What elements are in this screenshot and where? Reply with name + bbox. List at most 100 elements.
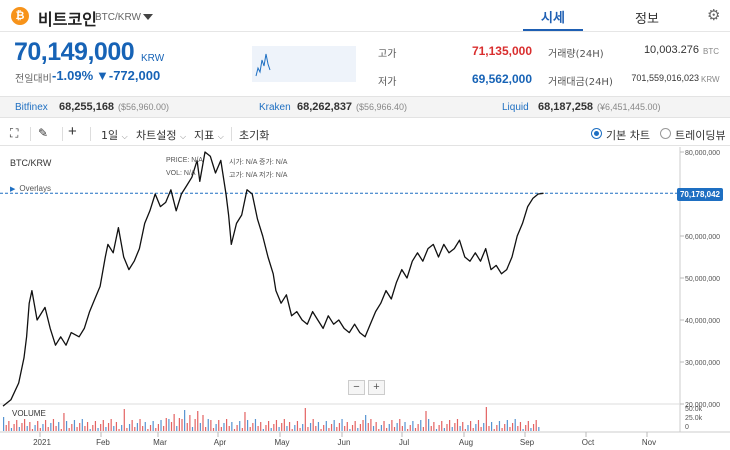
volume-bar bbox=[202, 415, 204, 431]
volume-bar bbox=[278, 427, 280, 431]
indicators-menu[interactable]: 지표 ⌵ bbox=[194, 127, 224, 143]
y-tick-label: 50,000,000 bbox=[685, 276, 720, 283]
exchange-name[interactable]: Kraken bbox=[259, 102, 291, 113]
basic-chart-radio[interactable] bbox=[591, 128, 602, 139]
volume-bar bbox=[378, 429, 380, 431]
volume-bar bbox=[304, 408, 306, 431]
volume-label: VOLUME bbox=[12, 409, 46, 418]
volume-bar bbox=[10, 428, 13, 431]
x-tick-label: May bbox=[274, 438, 289, 447]
period-select[interactable]: 1일 ⌵ bbox=[101, 127, 128, 143]
ohlc-low: 저가: N/A bbox=[259, 170, 287, 180]
coin-pair[interactable]: BTC/KRW bbox=[95, 12, 141, 23]
volume-bar bbox=[168, 419, 170, 431]
bitcoin-icon: ₿ bbox=[11, 7, 29, 25]
volume-bar bbox=[477, 420, 480, 431]
amount-label: 거래대금(24H) bbox=[548, 77, 613, 88]
volume-label: 거래량(24H) bbox=[548, 49, 604, 60]
pencil-icon[interactable]: ✎ bbox=[38, 126, 49, 140]
volume-bar bbox=[446, 424, 448, 431]
coin-name[interactable]: 비트코인 bbox=[38, 10, 97, 29]
volume-bar bbox=[302, 424, 304, 431]
tab-info[interactable]: 정보 bbox=[635, 12, 659, 27]
current-price: 70,149,000 bbox=[14, 38, 135, 66]
sparkline bbox=[255, 53, 271, 77]
volume-bar bbox=[430, 426, 432, 431]
volume-bar bbox=[388, 424, 390, 431]
trading-view-radio[interactable] bbox=[660, 128, 671, 139]
volume-bar bbox=[241, 428, 243, 431]
ohlc-label: PRICE: bbox=[166, 157, 190, 164]
volume-bar bbox=[273, 424, 275, 431]
change-rate: -1.09% bbox=[52, 68, 94, 83]
volume-bar bbox=[288, 422, 291, 431]
chart-settings-menu[interactable]: 차트설정 ⌵ bbox=[136, 127, 186, 143]
volume-bar bbox=[435, 429, 438, 431]
fullscreen-icon[interactable]: ⛶ bbox=[10, 126, 19, 140]
zoom-out-button[interactable]: − bbox=[348, 380, 365, 395]
zoom-in-button[interactable]: + bbox=[368, 380, 385, 395]
volume-bar bbox=[443, 428, 445, 431]
basic-chart-label[interactable]: 기본 차트 bbox=[606, 129, 650, 142]
volume-bar bbox=[254, 419, 257, 431]
volume-bar bbox=[52, 419, 55, 431]
volume-bar bbox=[197, 411, 199, 431]
volume-bar bbox=[71, 424, 73, 431]
volume-bar bbox=[149, 425, 152, 431]
volume-bar bbox=[26, 426, 28, 431]
volume-bar bbox=[218, 420, 220, 431]
volume-bar bbox=[21, 423, 23, 431]
trading-view-label[interactable]: 트레이딩뷰 bbox=[675, 129, 726, 142]
volume-bar bbox=[239, 421, 241, 431]
exchange-diff: (¥6,451,445.00) bbox=[597, 102, 661, 112]
ohlc-value: N/A bbox=[191, 157, 203, 164]
volume-bar bbox=[42, 424, 44, 431]
price-chart[interactable]: 80,000,00070,000,00060,000,00050,000,000… bbox=[0, 147, 730, 450]
volume-bar bbox=[472, 428, 474, 431]
crosshair-icon[interactable]: + bbox=[68, 123, 77, 140]
volume-bar bbox=[173, 414, 175, 431]
volume-bar bbox=[5, 425, 7, 431]
volume-bar bbox=[522, 429, 524, 431]
volume-bar bbox=[299, 428, 301, 431]
volume-bar bbox=[493, 429, 495, 431]
ohlc-price: PRICE: N/A bbox=[166, 157, 203, 164]
tab-quotes[interactable]: 시세 bbox=[523, 7, 583, 31]
volume-bar bbox=[490, 422, 493, 431]
change-amount: ▼-772,000 bbox=[96, 68, 161, 83]
volume-bar bbox=[530, 428, 532, 431]
volume-bar bbox=[131, 420, 133, 431]
chevron-down-icon[interactable] bbox=[143, 14, 153, 20]
reset-button[interactable]: 초기화 bbox=[239, 129, 270, 142]
volume-bar bbox=[451, 427, 453, 431]
volume-bar bbox=[97, 428, 99, 431]
exchange-name[interactable]: Liquid bbox=[502, 102, 529, 113]
volume-bar bbox=[128, 424, 131, 431]
volume-bar bbox=[215, 424, 217, 431]
divider bbox=[231, 127, 232, 141]
volume-bar bbox=[286, 426, 288, 431]
gear-icon[interactable]: ⚙ bbox=[707, 7, 721, 24]
volume-bar bbox=[244, 412, 246, 431]
volume-bar bbox=[367, 423, 369, 431]
volume-bar bbox=[186, 423, 188, 431]
volume-bar bbox=[246, 420, 249, 431]
volume-bar bbox=[29, 422, 31, 431]
volume-bar bbox=[199, 423, 201, 431]
volume-bar bbox=[333, 420, 335, 431]
exchange-name[interactable]: Bitfinex bbox=[15, 102, 48, 113]
volume-bar bbox=[123, 409, 125, 431]
ohlc-label: VOL: bbox=[166, 170, 182, 177]
volume-bar bbox=[100, 424, 102, 431]
volume-bar bbox=[102, 420, 104, 431]
volume-bar bbox=[265, 425, 267, 431]
volume-bar bbox=[110, 419, 112, 431]
overlays-toggle[interactable]: ▶ Overlays bbox=[10, 184, 51, 193]
volume-bar bbox=[422, 427, 424, 431]
sparkline-svg bbox=[255, 53, 271, 77]
y-tick-label: 40,000,000 bbox=[685, 318, 720, 325]
volume-bar bbox=[535, 420, 537, 431]
volume-bar bbox=[511, 423, 514, 431]
volume-bar bbox=[407, 429, 409, 431]
divider bbox=[30, 127, 31, 141]
